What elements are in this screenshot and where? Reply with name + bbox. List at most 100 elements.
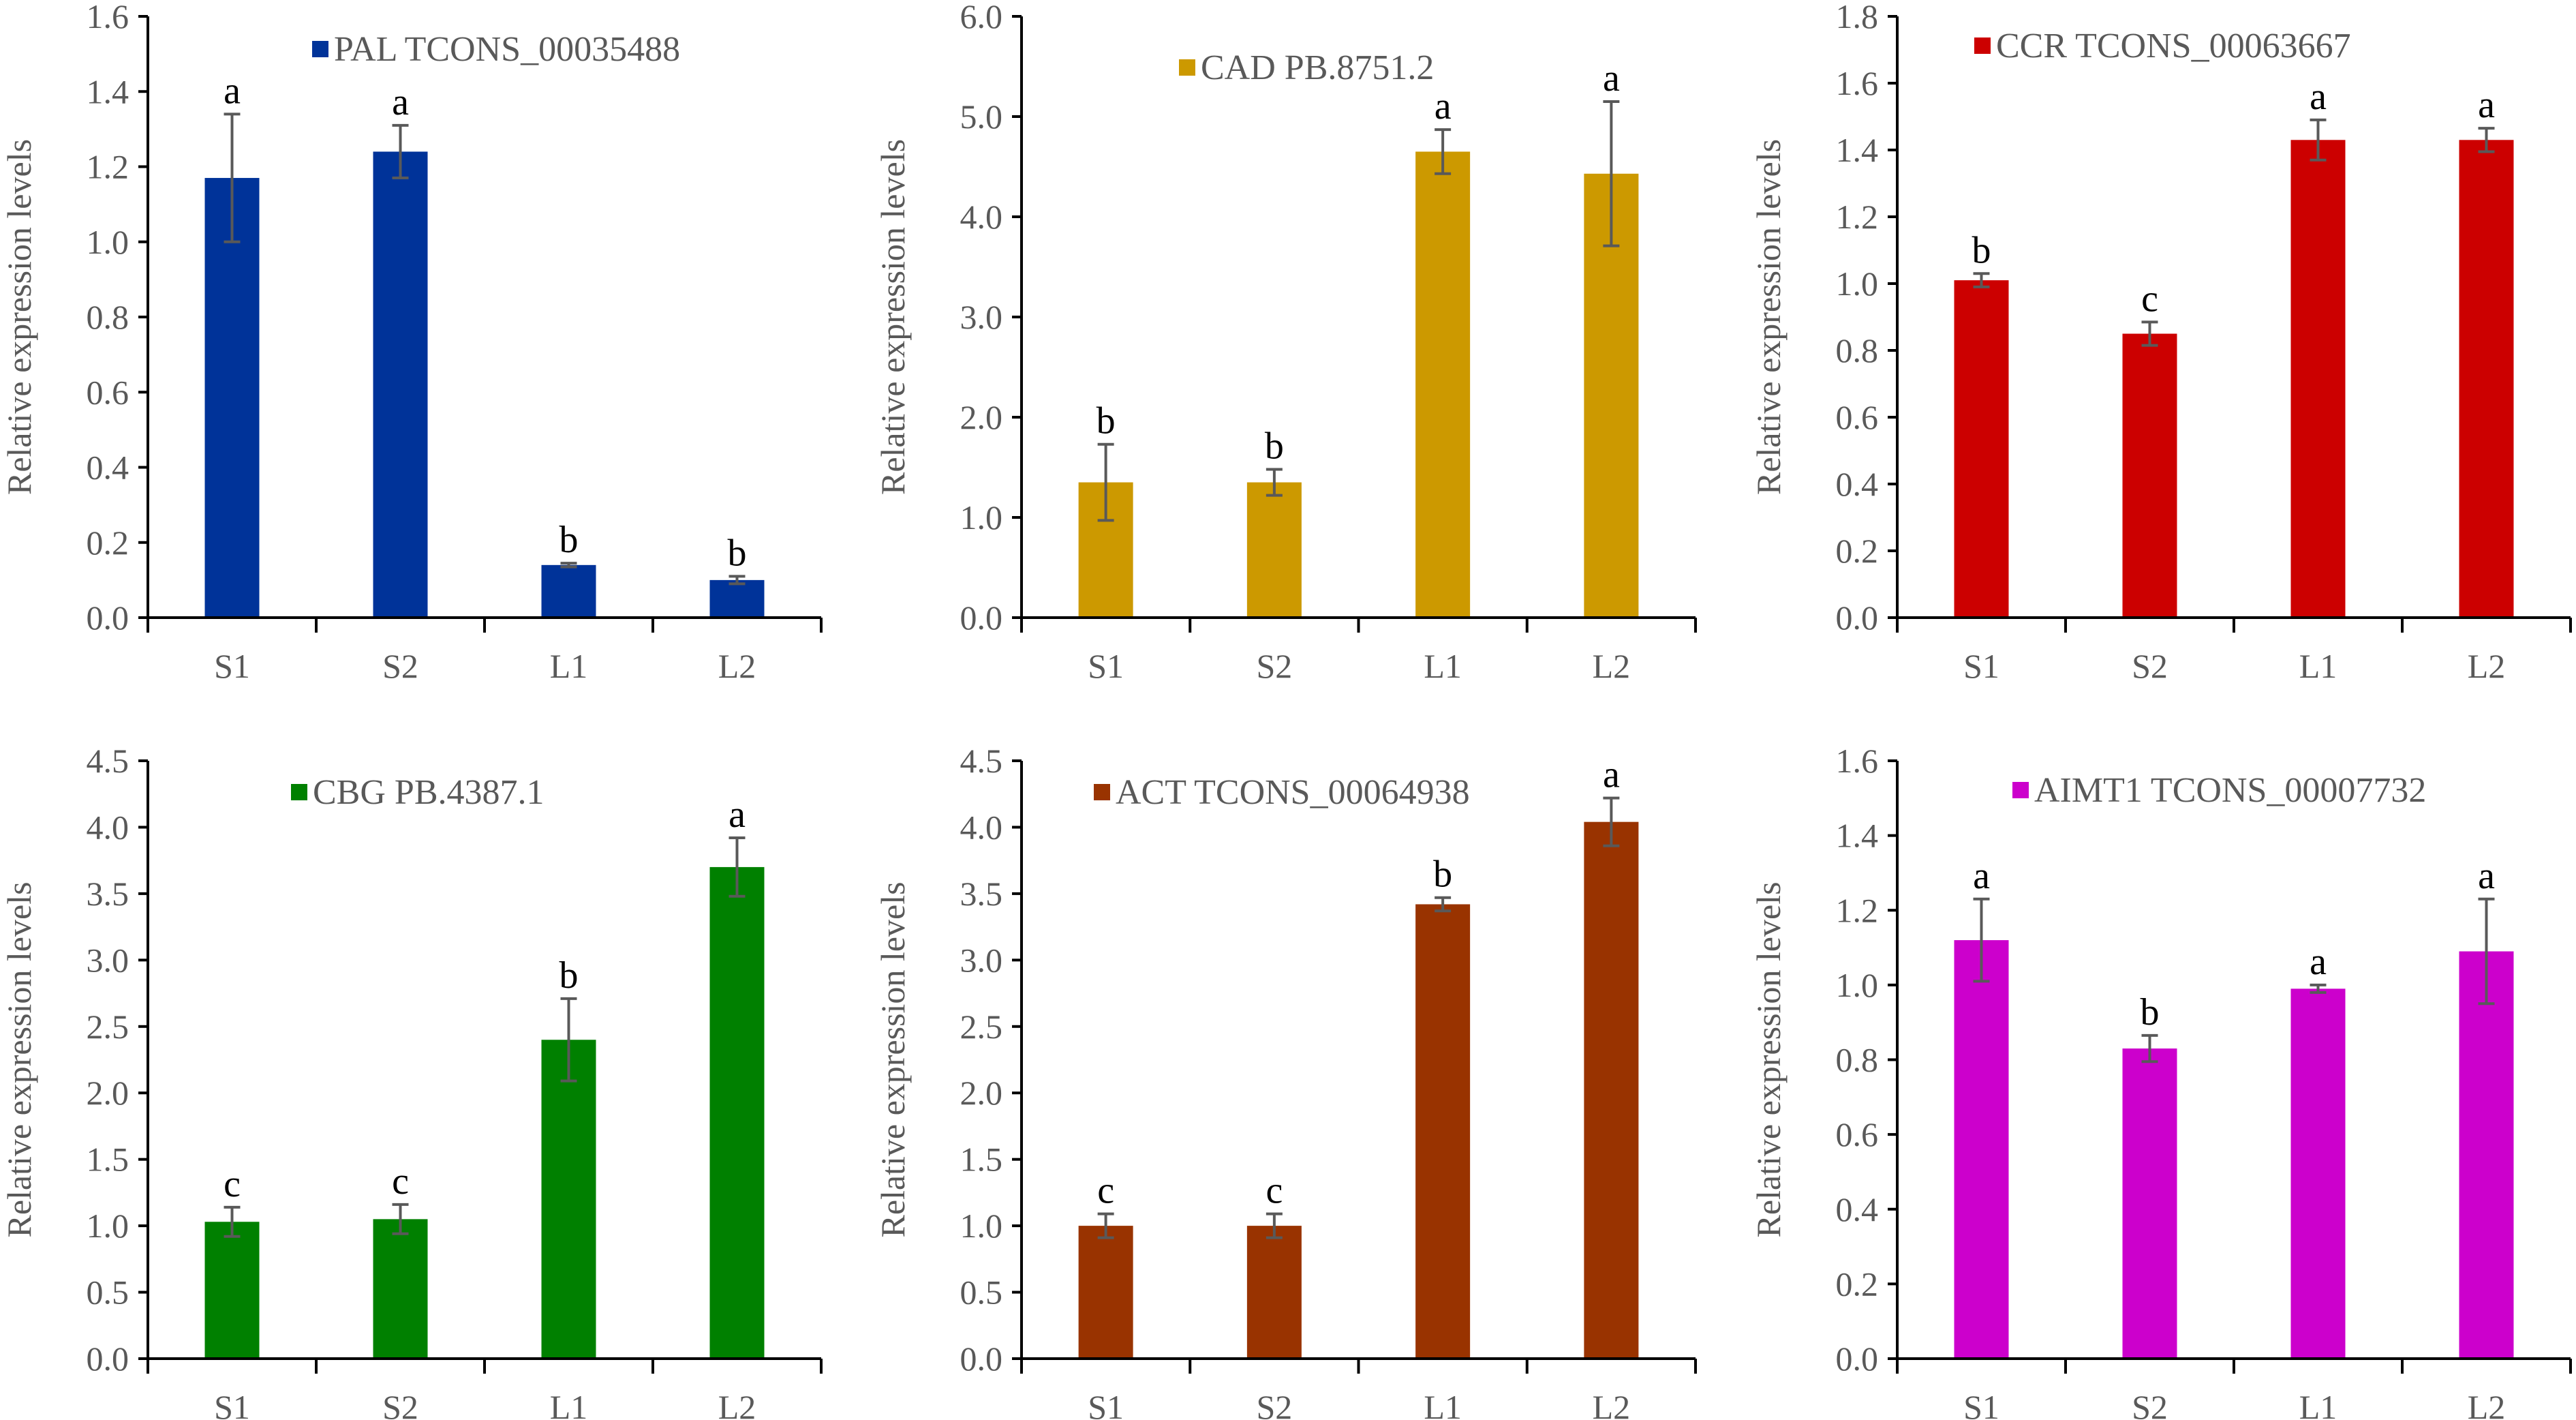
chart-panel-6: 0.0 0.2 0.4 0.6 0.8 1.0 1.2 1.4 1.6 a S1 b S2 a L1 a L2 R… bbox=[1749, 742, 2572, 1420]
y-tick-label: 1.0 bbox=[87, 223, 129, 261]
y-tick-label: 0.2 bbox=[1836, 1265, 1879, 1303]
legend-label: CAD PB.8751.2 bbox=[1201, 48, 1434, 87]
y-tick-label: 0.6 bbox=[1836, 398, 1879, 436]
legend-swatch bbox=[291, 784, 307, 800]
y-tick-label: 0.0 bbox=[1836, 1340, 1879, 1378]
legend-swatch bbox=[312, 41, 328, 57]
significance-letter: b bbox=[2141, 991, 2160, 1033]
bar-S2 bbox=[373, 151, 428, 618]
y-tick-label: 1.0 bbox=[1836, 966, 1879, 1004]
y-tick-label: 0.5 bbox=[87, 1273, 129, 1312]
significance-letter: c bbox=[2141, 277, 2158, 320]
x-tick-label: S1 bbox=[1963, 647, 1999, 685]
bar-S1 bbox=[1954, 940, 2009, 1359]
y-tick-label: 3.0 bbox=[960, 298, 1003, 336]
x-tick-label: L2 bbox=[1593, 647, 1631, 685]
x-tick-label: L2 bbox=[1593, 1388, 1631, 1420]
significance-letter: b bbox=[1433, 853, 1452, 896]
bar-S2 bbox=[373, 1219, 428, 1359]
x-tick-label: L1 bbox=[2299, 647, 2337, 685]
y-tick-label: 4.0 bbox=[960, 808, 1003, 846]
bar-L1 bbox=[1415, 904, 1471, 1359]
bar-S1 bbox=[1078, 1226, 1133, 1359]
bar-L1 bbox=[1415, 151, 1471, 618]
bar-L2 bbox=[2459, 951, 2514, 1359]
x-tick-label: L1 bbox=[1424, 647, 1462, 685]
y-tick-label: 6.0 bbox=[960, 0, 1003, 35]
y-tick-label: 3.0 bbox=[960, 941, 1003, 979]
y-tick-label: 0.0 bbox=[960, 599, 1003, 637]
significance-letter: a bbox=[1973, 855, 1990, 897]
bar-L1 bbox=[541, 564, 596, 618]
x-tick-label: S1 bbox=[1088, 1388, 1124, 1420]
bar-L2 bbox=[2459, 140, 2514, 618]
x-tick-label: L2 bbox=[2468, 1388, 2506, 1420]
x-tick-label: S1 bbox=[214, 647, 250, 685]
bar-S1 bbox=[204, 178, 260, 618]
x-tick-label: S1 bbox=[1963, 1388, 1999, 1420]
significance-letter: b bbox=[728, 532, 747, 574]
y-tick-label: 4.0 bbox=[87, 808, 129, 846]
significance-letter: b bbox=[1972, 229, 1991, 271]
significance-letter: a bbox=[729, 794, 746, 836]
y-tick-label: 0.0 bbox=[960, 1340, 1003, 1378]
y-tick-label: 2.5 bbox=[87, 1008, 129, 1046]
x-tick-label: L2 bbox=[2468, 647, 2506, 685]
legend-label: CCR TCONS_00063667 bbox=[1996, 27, 2351, 65]
x-tick-label: S2 bbox=[1256, 647, 1292, 685]
y-tick-label: 1.8 bbox=[1836, 0, 1879, 35]
x-tick-label: S2 bbox=[382, 647, 418, 685]
y-tick-label: 0.6 bbox=[1836, 1115, 1879, 1153]
y-tick-label: 1.2 bbox=[87, 148, 129, 186]
significance-letter: a bbox=[1435, 85, 1452, 127]
y-tick-label: 0.4 bbox=[1836, 465, 1879, 503]
y-tick-label: 1.6 bbox=[87, 0, 129, 35]
y-tick-label: 1.4 bbox=[1836, 131, 1879, 169]
significance-letter: a bbox=[2478, 84, 2495, 126]
y-tick-label: 4.0 bbox=[960, 198, 1003, 236]
significance-letter: b bbox=[559, 954, 579, 997]
chart-panel-1: 0.0 0.2 0.4 0.6 0.8 1.0 1.2 1.4 1.6 a S1 a S2 b L1 b L2 R… bbox=[0, 0, 823, 685]
y-tick-label: 0.4 bbox=[87, 449, 129, 487]
significance-letter: a bbox=[2310, 76, 2327, 118]
legend-label: PAL TCONS_00035488 bbox=[334, 30, 680, 69]
y-tick-label: 1.2 bbox=[1836, 891, 1879, 929]
bar-L2 bbox=[709, 579, 765, 618]
y-tick-label: 1.5 bbox=[960, 1140, 1003, 1179]
y-tick-label: 1.2 bbox=[1836, 198, 1879, 236]
y-tick-label: 2.5 bbox=[960, 1008, 1003, 1046]
y-tick-label: 2.0 bbox=[960, 1074, 1003, 1112]
y-tick-label: 0.0 bbox=[1836, 599, 1879, 637]
x-tick-label: S1 bbox=[214, 1388, 250, 1420]
x-tick-label: L1 bbox=[550, 647, 588, 685]
y-tick-label: 1.6 bbox=[1836, 742, 1879, 780]
significance-letter: b bbox=[1097, 400, 1116, 442]
x-tick-label: L1 bbox=[1424, 1388, 1462, 1420]
y-tick-label: 0.0 bbox=[87, 1340, 129, 1378]
y-axis-label: Relative expression levels bbox=[0, 139, 38, 495]
bar-S1 bbox=[204, 1222, 260, 1359]
x-tick-label: L1 bbox=[550, 1388, 588, 1420]
y-tick-label: 1.4 bbox=[1836, 817, 1879, 855]
bar-L2 bbox=[709, 866, 765, 1359]
y-tick-label: 2.0 bbox=[87, 1074, 129, 1112]
significance-letter: c bbox=[392, 1160, 409, 1203]
bar-L2 bbox=[1584, 173, 1639, 618]
bar-S2 bbox=[2122, 333, 2177, 618]
chart-panel-3: 0.0 0.2 0.4 0.6 0.8 1.0 1.2 1.4 1.6 1.8 b S1 c S2 a L1 a… bbox=[1749, 0, 2572, 685]
bar-L1 bbox=[2290, 140, 2346, 618]
y-tick-label: 0.5 bbox=[960, 1273, 1003, 1312]
x-tick-label: L2 bbox=[718, 647, 756, 685]
y-tick-label: 1.4 bbox=[87, 72, 129, 110]
y-tick-label: 0.8 bbox=[87, 298, 129, 336]
chart-panel-5: 0.0 0.5 1.0 1.5 2.0 2.5 3.0 3.5 4.0 4.5 c S1 c S2 b L1 a… bbox=[874, 742, 1697, 1420]
y-axis-label: Relative expression levels bbox=[1749, 139, 1788, 495]
x-tick-label: S2 bbox=[382, 1388, 418, 1420]
bar-S2 bbox=[1246, 1226, 1302, 1359]
y-tick-label: 0.8 bbox=[1836, 1041, 1879, 1079]
y-tick-label: 3.5 bbox=[960, 875, 1003, 913]
y-axis-label: Relative expression levels bbox=[1749, 881, 1788, 1237]
legend-swatch bbox=[1974, 37, 1991, 54]
y-tick-label: 1.0 bbox=[1836, 265, 1879, 303]
y-tick-label: 1.6 bbox=[1836, 64, 1879, 102]
